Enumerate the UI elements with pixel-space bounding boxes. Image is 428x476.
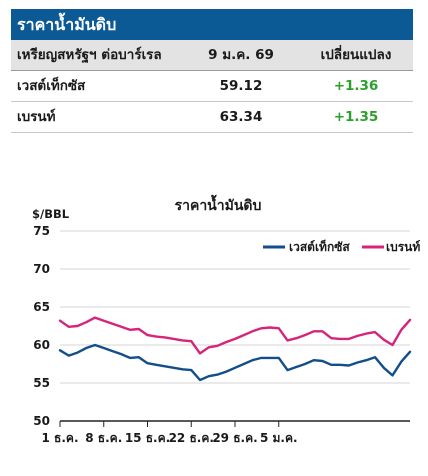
crude-oil-price-panel: ราคาน้ำมันดิบ เหรียญสหรัฐฯ ต่อบาร์เรล 9 … (11, 9, 413, 133)
x-tick-label: 1 ธ.ค. (42, 431, 79, 445)
row-change: +1.35 (333, 109, 379, 125)
panel-title: ราคาน้ำมันดิบ (11, 9, 413, 40)
legend-label-wti: เวสต์เท็กซัส (289, 239, 350, 254)
row-change: +1.36 (333, 78, 379, 94)
table-header-row: เหรียญสหรัฐฯ ต่อบาร์เรล 9 ม.ค. 69 เปลี่ย… (11, 40, 413, 71)
x-tick-label: 22 ธ.ค. (169, 431, 214, 445)
row-price: 59.12 (219, 78, 263, 94)
y-tick-label: 65 (33, 300, 50, 314)
x-tick-label: 29 ธ.ค. (212, 431, 257, 445)
y-axis-ticks: 50 55 60 65 70 75 (33, 224, 50, 428)
row-price: 63.34 (219, 109, 263, 125)
crude-oil-line-chart: ราคาน้ำมันดิบ $/BBL 50 55 60 65 70 75 1 ธ.ค. 8… (32, 194, 420, 445)
x-tick-label: 5 ม.ค. (260, 431, 298, 445)
header-unit: เหรียญสหรัฐฯ ต่อบาร์เรล (17, 47, 162, 63)
table-row-wti: เวสต์เท็กซัส 59.12 +1.36 (11, 71, 413, 102)
y-tick-label: 50 (33, 414, 50, 428)
x-tick-label: 15 ธ.ค. (125, 431, 170, 445)
y-tick-label: 75 (33, 224, 50, 238)
chart-title: ราคาน้ำมันดิบ (175, 194, 262, 214)
series-line-wti (58, 343, 412, 382)
legend-label-brent: เบรนท์ (386, 240, 420, 254)
y-tick-label: 55 (33, 376, 50, 390)
series-lines (58, 316, 412, 382)
chart-legend: เวสต์เท็กซัส เบรนท์ (263, 239, 420, 254)
header-date: 9 ม.ค. 69 (208, 47, 274, 63)
row-name: เบรนท์ (17, 109, 56, 125)
header-change: เปลี่ยนแปลง (320, 47, 392, 63)
price-table: เหรียญสหรัฐฯ ต่อบาร์เรล 9 ม.ค. 69 เปลี่ย… (11, 40, 413, 133)
y-tick-label: 60 (33, 338, 50, 352)
row-name: เวสต์เท็กซัส (17, 78, 86, 94)
x-tick-label: 8 ธ.ค. (85, 431, 122, 445)
x-axis-ticks: 1 ธ.ค. 8 ธ.ค. 15 ธ.ค.22 ธ.ค.29 ธ.ค. 5 ม.ค. (42, 421, 298, 445)
gridlines (60, 230, 410, 422)
y-tick-label: 70 (33, 262, 50, 276)
table-row-brent: เบรนท์ 63.34 +1.35 (11, 102, 413, 133)
series-line-brent (58, 316, 412, 355)
y-axis-label: $/BBL (32, 207, 70, 221)
